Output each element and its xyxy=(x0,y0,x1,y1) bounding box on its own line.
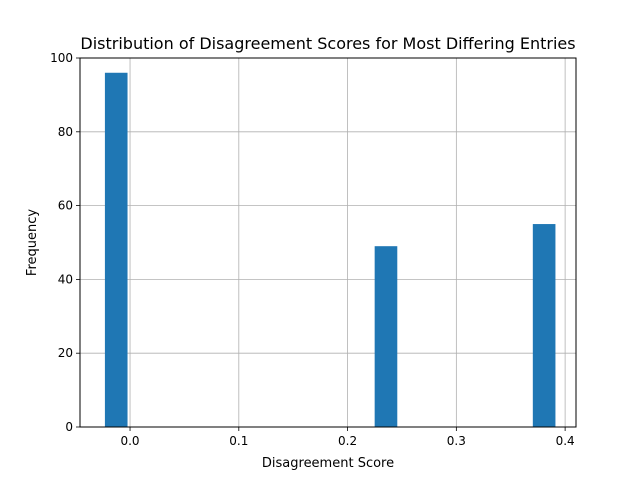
x-tick-label: 0.4 xyxy=(556,434,575,448)
histogram-bar xyxy=(104,72,128,427)
axes-frame xyxy=(79,57,577,428)
histogram-bar xyxy=(532,224,556,427)
y-axis-label: Frequency xyxy=(25,209,40,276)
y-tick-label: 60 xyxy=(58,199,73,213)
y-tick-label: 20 xyxy=(58,346,73,360)
y-tick-label: 100 xyxy=(50,51,73,65)
histogram-bar xyxy=(374,246,398,427)
x-tick-label: 0.2 xyxy=(338,434,357,448)
x-tick-label: 0.3 xyxy=(447,434,466,448)
axis-ticks: 0.0 0.1 0.2 0.3 0.4 0 20 40 60 80 100 xyxy=(50,51,575,448)
y-tick-label: 0 xyxy=(65,420,73,434)
x-tick-label: 0.0 xyxy=(120,434,139,448)
x-axis-label: Disagreement Score xyxy=(262,456,394,471)
y-tick-label: 40 xyxy=(58,272,73,286)
y-tick-label: 80 xyxy=(58,125,73,139)
x-tick-label: 0.1 xyxy=(229,434,248,448)
bars xyxy=(104,72,556,427)
chart-title: Distribution of Disagreement Scores for … xyxy=(80,34,575,53)
